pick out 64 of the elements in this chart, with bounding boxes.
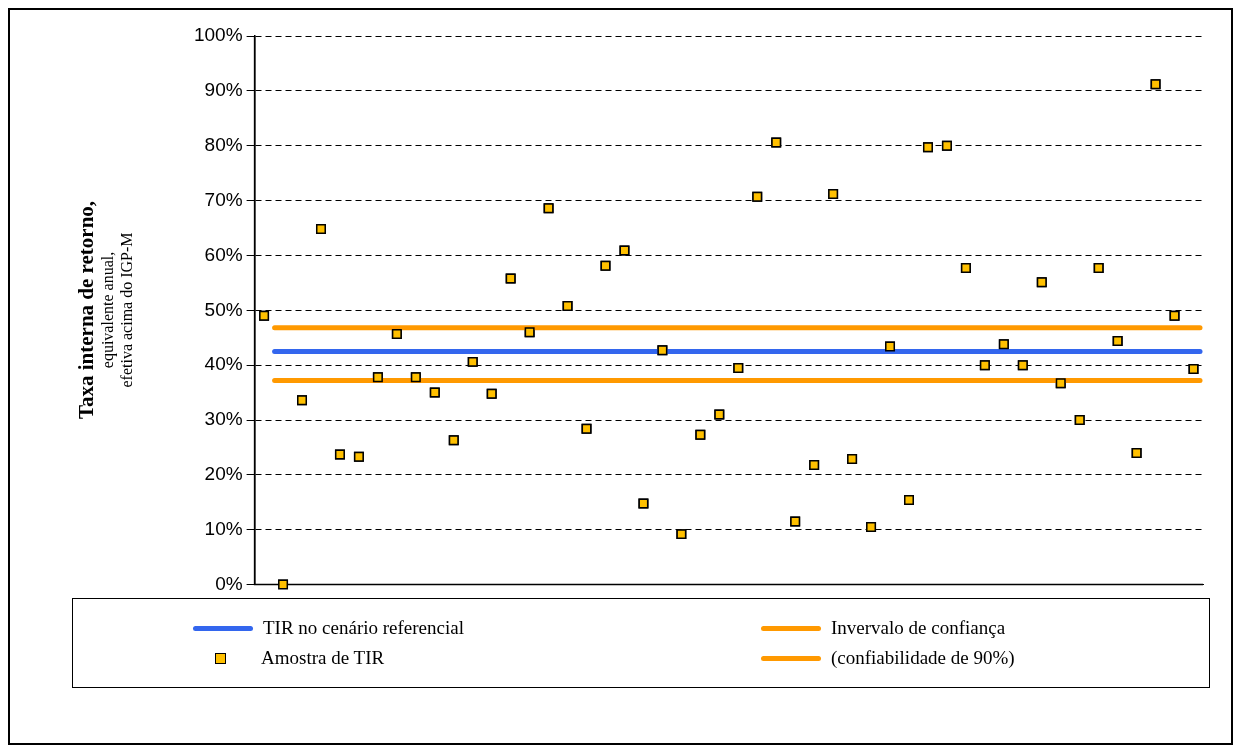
point <box>278 579 289 590</box>
point <box>353 451 364 462</box>
y-tick-label: 90% <box>204 79 243 101</box>
legend-label: (confiabilidade de 90%) <box>831 647 1015 669</box>
point <box>297 395 308 406</box>
point <box>1188 364 1199 374</box>
point <box>1074 415 1085 426</box>
point <box>1169 310 1180 321</box>
point <box>676 529 687 540</box>
legend-label: TIR no cenário referencial <box>263 617 464 639</box>
point <box>619 245 630 256</box>
point <box>1150 79 1161 90</box>
y-tick-label: 20% <box>204 463 243 485</box>
point <box>979 360 990 371</box>
point <box>505 273 516 284</box>
point <box>657 345 668 356</box>
point <box>866 522 877 532</box>
point <box>467 356 478 367</box>
point <box>1112 336 1123 347</box>
point <box>543 203 554 214</box>
y-tick-label: 40% <box>204 353 243 375</box>
point <box>581 423 592 434</box>
point <box>410 372 421 383</box>
y-axis-title: Taxa interna de retorno, equivalente anual, efetiva acima do IGP-M <box>74 200 136 420</box>
y-tick-label: 70% <box>204 188 243 210</box>
point <box>790 516 801 527</box>
point <box>828 189 839 199</box>
point <box>1131 447 1142 458</box>
point <box>885 341 896 352</box>
legend-label: Amostra de TIR <box>261 647 385 669</box>
point <box>372 372 383 383</box>
y-tick-label: 10% <box>204 517 243 539</box>
legend-label: Invervalo de confiança <box>831 617 1006 639</box>
point <box>334 449 345 460</box>
y-tick-label: 60% <box>204 243 243 265</box>
point <box>998 339 1009 350</box>
point <box>600 260 611 271</box>
y-tick-label: 30% <box>204 408 243 430</box>
y-tick-label: 100% <box>193 24 243 46</box>
point <box>259 310 270 321</box>
point <box>960 263 971 274</box>
point <box>391 328 402 339</box>
y-tick-label: 50% <box>204 298 243 320</box>
point <box>1017 360 1028 371</box>
point <box>733 362 744 373</box>
y-tick-label: 0% <box>215 572 243 594</box>
point <box>429 387 440 398</box>
y-tick-label: 80% <box>204 133 243 155</box>
point <box>714 409 725 420</box>
point <box>1055 378 1066 389</box>
point <box>752 191 763 202</box>
point <box>695 429 706 440</box>
point <box>847 453 858 464</box>
point <box>562 300 573 311</box>
point <box>922 142 933 153</box>
point <box>486 388 497 399</box>
point <box>524 327 535 338</box>
point <box>941 140 952 151</box>
point <box>771 137 782 148</box>
point <box>638 498 649 509</box>
point <box>448 435 459 446</box>
point <box>1093 263 1104 274</box>
point <box>1036 277 1047 288</box>
point <box>809 460 820 470</box>
